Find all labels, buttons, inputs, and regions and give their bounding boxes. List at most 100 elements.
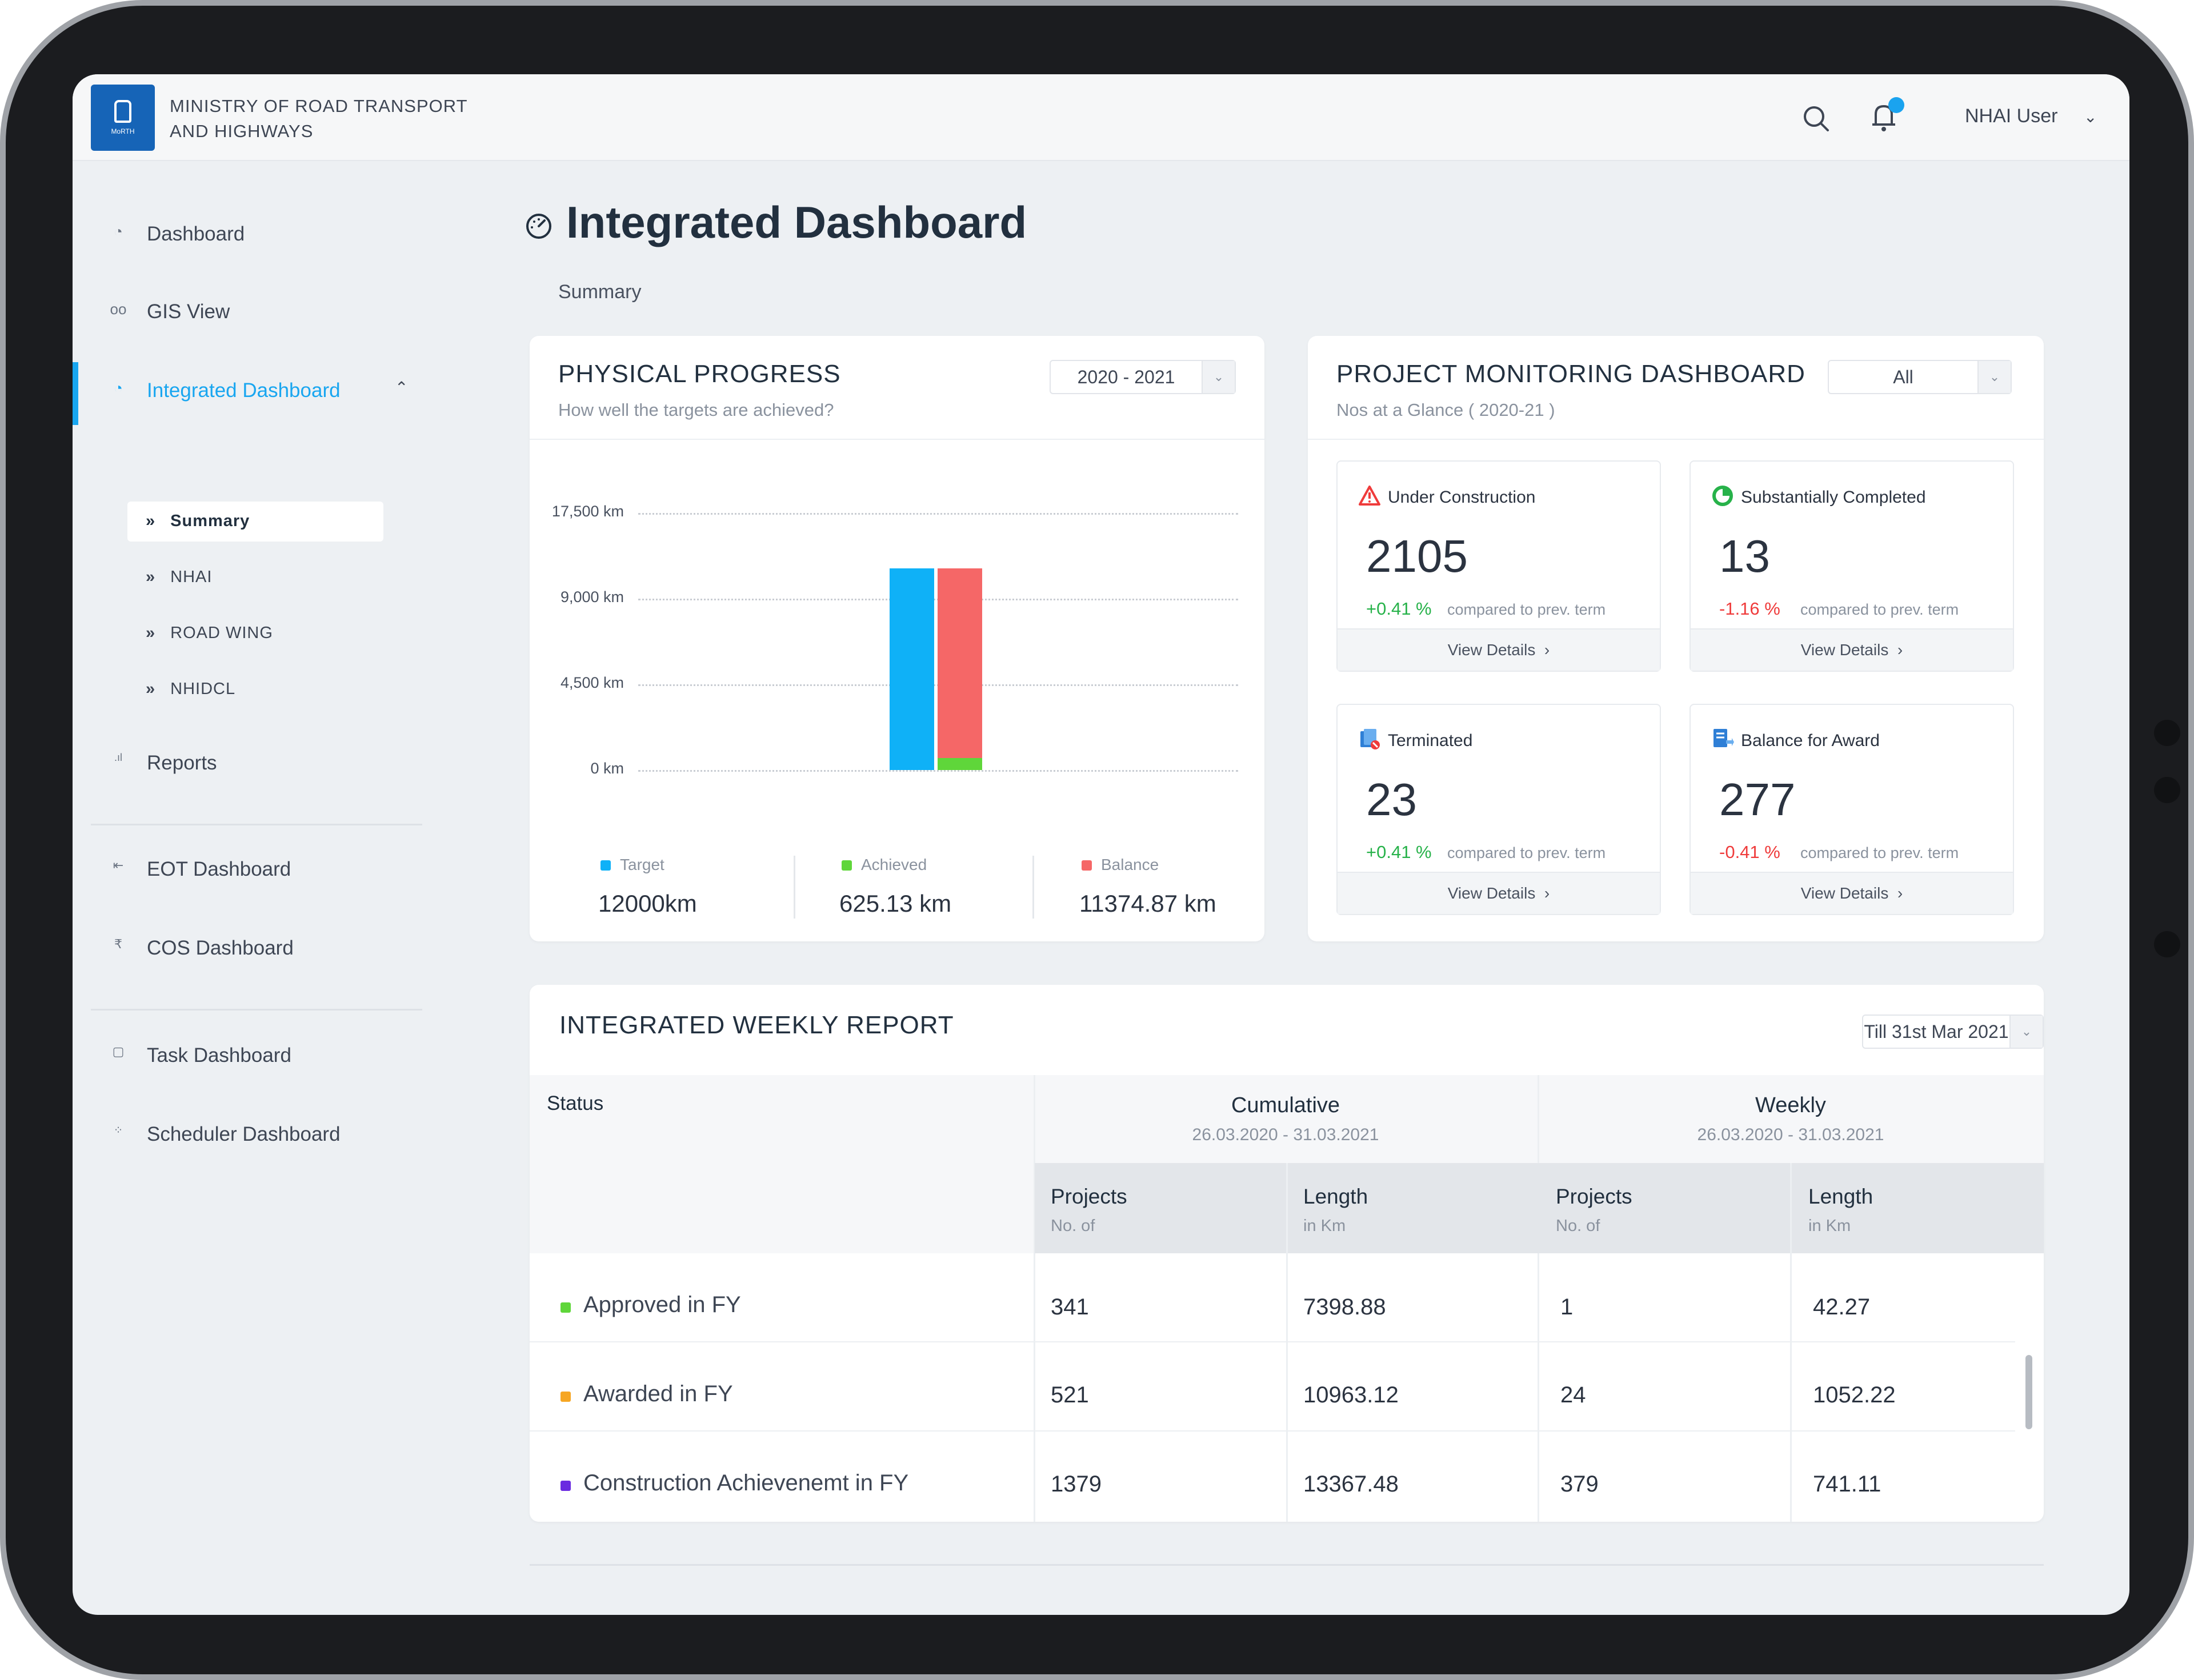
sidebar-item-gis-view[interactable]: GIS View — [147, 300, 230, 323]
project-monitoring-card: PROJECT MONITORING DASHBOARD Nos at a Gl… — [1308, 336, 2044, 941]
bar-target[interactable] — [890, 568, 934, 770]
status-dot — [560, 1481, 571, 1491]
stat-value: 13 — [1719, 531, 1770, 582]
bar-achieved[interactable] — [938, 758, 982, 770]
y-tick-label: 9,000 km — [560, 588, 624, 606]
view-details-link[interactable]: View Details › — [1691, 872, 2013, 914]
stat-compare-text: compared to prev. term — [1800, 844, 1959, 861]
sidebar-item-dashboard[interactable]: Dashboard — [147, 223, 245, 245]
task-icon: ▢ — [112, 1044, 125, 1058]
active-indicator — [73, 362, 78, 425]
chevron-down-icon: ⌄ — [2009, 1016, 2043, 1048]
table-scrollbar[interactable] — [2025, 1355, 2032, 1429]
search-icon[interactable] — [1800, 103, 1832, 135]
card-title: INTEGRATED WEEKLY REPORT — [559, 1011, 954, 1039]
chart-gridline — [638, 513, 1238, 515]
progress-chart: 0 km 4,500 km 9,000 km 17,500 km — [530, 336, 1264, 941]
view-details-label: View Details — [1447, 884, 1536, 902]
logo-text: MoRTH — [111, 127, 135, 135]
legend-achieved-label: Achieved — [861, 856, 927, 873]
col-projects-header: Projects — [1556, 1185, 1632, 1208]
warning-triangle-icon — [1359, 486, 1380, 506]
col-length-unit: in Km — [1808, 1217, 1851, 1235]
column-divider — [1286, 1163, 1288, 1522]
stat-change: +0.41 % — [1366, 842, 1432, 862]
table-cell: 42.27 — [1813, 1294, 1871, 1320]
view-details-link[interactable]: View Details › — [1691, 628, 2013, 671]
row-label: Awarded in FY — [583, 1381, 733, 1406]
card-title: PROJECT MONITORING DASHBOARD — [1336, 360, 1805, 388]
org-line1: MINISTRY OF ROAD TRANSPORT — [170, 96, 468, 116]
y-tick-label: 0 km — [590, 760, 624, 777]
stat-value: 277 — [1719, 774, 1796, 825]
table-cell: 10963.12 — [1303, 1382, 1399, 1408]
legend-target-label: Target — [620, 856, 664, 873]
chevron-down-icon: ⌄ — [1202, 361, 1235, 393]
column-divider — [1790, 1163, 1792, 1522]
chevron-up-icon[interactable]: ⌃ — [395, 379, 409, 396]
bar-chart-icon: .ıl — [114, 752, 122, 763]
glasses-icon: oo — [110, 300, 127, 318]
table-cell: 1379 — [1051, 1471, 1102, 1497]
status-dot — [560, 1302, 571, 1313]
y-tick-label: 17,500 km — [551, 503, 624, 520]
sub-item-road-wing[interactable]: » ROAD WING — [146, 624, 273, 642]
legend-balance-swatch — [1082, 860, 1092, 871]
notification-bell-icon[interactable] — [1867, 97, 1912, 137]
chevron-right-icon: › — [1544, 641, 1550, 659]
sidebar-item-integrated-dashboard[interactable]: Integrated Dashboard — [147, 379, 341, 402]
card-subtitle: Nos at a Glance ( 2020-21 ) — [1336, 400, 1555, 420]
group-weekly-dates: 26.03.2020 - 31.03.2021 — [1697, 1125, 1884, 1144]
report-period-select[interactable]: Till 31st Mar 2021 ⌄ — [1862, 1015, 2044, 1049]
sidebar-item-eot-dashboard[interactable]: EOT Dashboard — [147, 858, 291, 880]
stat-change: -0.41 % — [1719, 842, 1780, 862]
bar-balance[interactable] — [938, 568, 982, 759]
legend-target-swatch — [600, 860, 611, 871]
card-subtitle: How well the targets are achieved? — [558, 400, 834, 420]
progress-circle-icon — [1712, 486, 1733, 506]
y-tick-label: 4,500 km — [560, 674, 624, 691]
column-divider — [1538, 1075, 1539, 1522]
table-cell: 7398.88 — [1303, 1294, 1386, 1320]
period-select[interactable]: 2020 - 2021 ⌄ — [1050, 360, 1236, 394]
view-details-link[interactable]: View Details › — [1338, 628, 1660, 671]
card-divider — [1308, 439, 2044, 440]
stat-under-construction: Under Construction 2105 +0.41 % compared… — [1336, 460, 1661, 672]
legend-target-value: 12000km — [598, 890, 697, 917]
card-title: PHYSICAL PROGRESS — [558, 360, 841, 388]
table-cell: 1 — [1560, 1294, 1574, 1320]
sidebar-item-scheduler-dashboard[interactable]: Scheduler Dashboard — [147, 1123, 341, 1145]
stat-change: -1.16 % — [1719, 599, 1780, 619]
sidebar-item-task-dashboard[interactable]: Task Dashboard — [147, 1044, 291, 1066]
chevron-down-icon[interactable]: ⌄ — [2084, 108, 2097, 126]
table-cell: 1052.22 — [1813, 1382, 1896, 1408]
stat-label: Substantially Completed — [1741, 488, 1926, 507]
legend-achieved-value: 625.13 km — [839, 890, 952, 917]
eot-icon: ⇤ — [113, 858, 124, 872]
sub-item-summary[interactable]: » Summary — [146, 512, 250, 530]
stat-label: Balance for Award — [1741, 731, 1880, 750]
morth-logo[interactable]: MoRTH — [91, 85, 155, 151]
group-cumulative-title: Cumulative — [1231, 1093, 1340, 1117]
sidebar-item-cos-dashboard[interactable]: COS Dashboard — [147, 937, 294, 959]
table-cell: 741.11 — [1813, 1471, 1881, 1497]
sub-item-nhidcl[interactable]: » NHIDCL — [146, 680, 236, 698]
sidebar-item-reports[interactable]: Reports — [147, 752, 217, 774]
row-divider — [530, 1341, 2015, 1342]
top-bar: MoRTH MINISTRY OF ROAD TRANSPORT AND HIG… — [73, 74, 2129, 161]
chevron-right-icon: › — [1897, 884, 1903, 902]
sidebar-divider — [91, 824, 422, 825]
filter-value: All — [1893, 366, 1913, 387]
stat-compare-text: compared to prev. term — [1447, 844, 1606, 861]
filter-select[interactable]: All ⌄ — [1828, 360, 2012, 394]
row-label: Approved in FY — [583, 1292, 741, 1317]
stat-change: +0.41 % — [1366, 599, 1432, 619]
table-cell: 13367.48 — [1303, 1471, 1399, 1497]
chevron-right-icon: › — [1897, 641, 1903, 659]
user-menu[interactable]: NHAI User — [1965, 105, 2058, 127]
stat-value: 2105 — [1366, 531, 1468, 582]
sub-item-label: NHAI — [170, 568, 213, 586]
sub-item-nhai[interactable]: » NHAI — [146, 568, 213, 586]
view-details-link[interactable]: View Details › — [1338, 872, 1660, 914]
chevron-down-icon: ⌄ — [1977, 361, 2011, 393]
